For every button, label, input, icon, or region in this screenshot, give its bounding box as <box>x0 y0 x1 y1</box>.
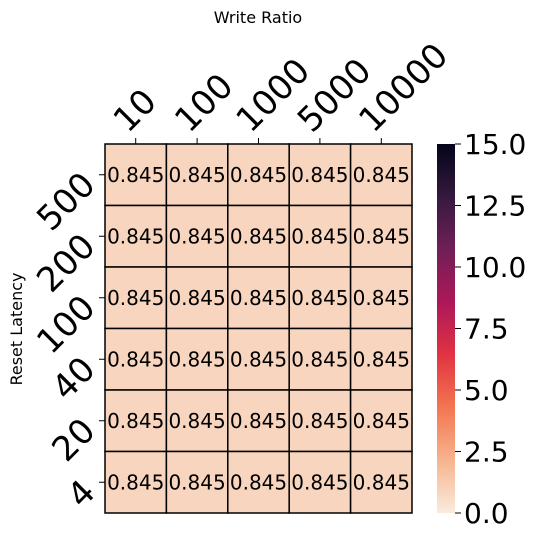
heatmap-cell <box>227 450 290 514</box>
colorbar <box>437 144 455 513</box>
y-axis-label: Reset Latency <box>7 272 26 385</box>
colorbar-tick-label: 7.5 <box>464 313 509 346</box>
cell-value-label: 0.845 <box>168 286 225 310</box>
cell-value-label: 0.845 <box>230 347 287 371</box>
cell-value-label: 0.845 <box>107 347 164 371</box>
colorbar-tick-label: 5.0 <box>464 374 509 407</box>
colorbar-tick-label: 0.0 <box>464 497 509 530</box>
cell-value-label: 0.845 <box>107 224 164 248</box>
heatmap-cell <box>227 204 290 268</box>
cell-value-label: 0.845 <box>230 409 287 433</box>
cell-value-label: 0.845 <box>291 470 348 494</box>
cell-value-label: 0.845 <box>230 286 287 310</box>
heatmap-cell <box>288 327 352 391</box>
cell-value-label: 0.845 <box>291 347 348 371</box>
cell-value-label: 0.845 <box>291 286 348 310</box>
cell-value-label: 0.845 <box>291 224 348 248</box>
cell-value-label: 0.845 <box>107 409 164 433</box>
y-tick-label: 500 <box>29 165 103 239</box>
cell-value-label: 0.845 <box>353 224 410 248</box>
heatmap-cell <box>349 204 413 268</box>
heatmap-cell <box>165 450 229 514</box>
cell-value-label: 0.845 <box>168 224 225 248</box>
cell-value-label: 0.845 <box>353 163 410 187</box>
cell-value-label: 0.845 <box>230 163 287 187</box>
x-tick-label: 100 <box>167 66 241 140</box>
x-axis-label: Write Ratio <box>214 8 302 27</box>
heatmap-cell <box>165 327 229 391</box>
heatmap-cell <box>349 450 413 514</box>
y-tick-label: 200 <box>29 226 103 300</box>
y-tick-label: 4 <box>60 472 104 516</box>
heatmap-cell <box>165 143 229 207</box>
x-tick-label: 10 <box>106 81 165 140</box>
colorbar-tick-label: 15.0 <box>464 128 526 161</box>
cell-value-label: 0.845 <box>353 347 410 371</box>
y-tick-label: 20 <box>44 411 103 470</box>
cell-value-label: 0.845 <box>168 163 225 187</box>
y-tick-label: 100 <box>29 288 103 362</box>
heatmap-cell <box>165 389 229 453</box>
heatmap-cell <box>104 389 168 453</box>
cell-value-label: 0.845 <box>291 409 348 433</box>
cell-value-label: 0.845 <box>353 470 410 494</box>
heatmap-cell <box>288 450 352 514</box>
colorbar-tick-label: 2.5 <box>464 436 509 469</box>
cell-value-label: 0.845 <box>107 163 164 187</box>
heatmap-cell <box>349 327 413 391</box>
cell-value-label: 0.845 <box>230 224 287 248</box>
cell-value-label: 0.845 <box>168 470 225 494</box>
cell-value-label: 0.845 <box>353 286 410 310</box>
cell-value-label: 0.845 <box>168 347 225 371</box>
cell-value-label: 0.845 <box>168 409 225 433</box>
colorbar-tick-label: 10.0 <box>464 251 526 284</box>
cell-value-label: 0.845 <box>291 163 348 187</box>
heatmap-cell <box>227 389 290 453</box>
heatmap-cell <box>227 327 290 391</box>
cell-value-label: 0.845 <box>107 286 164 310</box>
heatmap-cell <box>288 266 352 330</box>
colorbar-tick-label: 12.5 <box>464 190 526 223</box>
heatmap-cell <box>165 266 229 330</box>
cell-value-label: 0.845 <box>353 409 410 433</box>
cell-value-label: 0.845 <box>107 470 164 494</box>
cell-value-label: 0.845 <box>230 470 287 494</box>
colorbar-ticks: 0.0 2.5 5.0 7.5 10.0 12.5 15.0 <box>455 128 526 530</box>
